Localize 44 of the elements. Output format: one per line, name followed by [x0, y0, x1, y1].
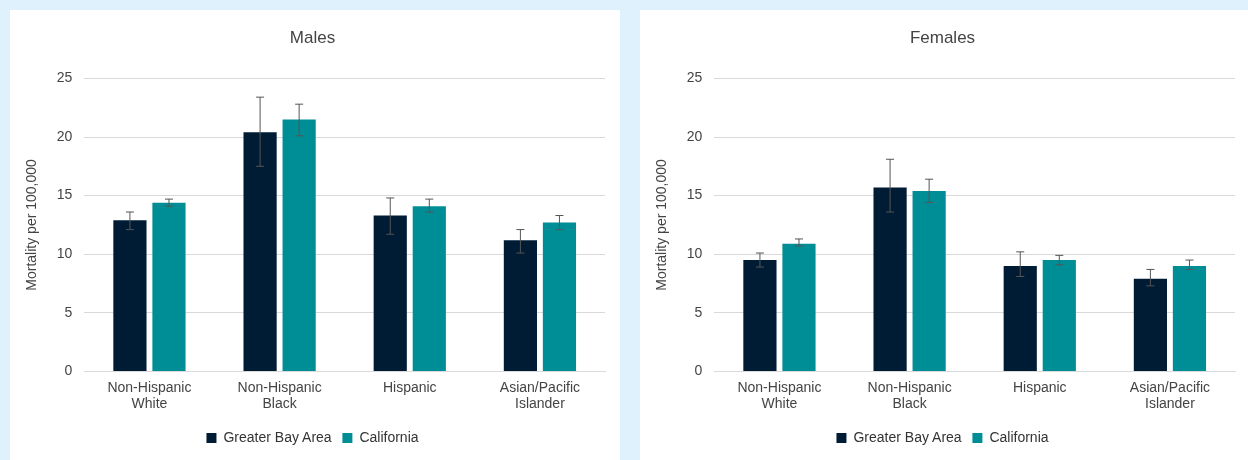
bar: [1042, 260, 1076, 371]
bar: [152, 202, 186, 371]
y-tick-label: 10: [686, 245, 703, 262]
bar: [113, 220, 147, 371]
bar: [912, 190, 946, 371]
x-tick-label: Non-Hispanic Black: [867, 378, 952, 412]
y-tick-label: 0: [64, 362, 73, 379]
bar: [243, 132, 277, 371]
bar: [1003, 265, 1037, 371]
bar: [282, 119, 316, 371]
legend-label: Greater Bay Area: [223, 428, 332, 445]
bar: [412, 206, 446, 371]
y-axis-title: Mortality per 100,000: [653, 158, 670, 291]
x-tick-label: Asian/Pacific Islander: [499, 378, 580, 412]
y-tick-label: 10: [56, 245, 73, 262]
bar: [782, 243, 816, 371]
bar: [503, 240, 537, 371]
bar: [873, 187, 907, 371]
y-tick-label: 25: [686, 69, 703, 86]
bar: [743, 260, 777, 371]
bar: [542, 222, 577, 371]
x-tick-label: Hispanic: [382, 378, 437, 395]
bar: [1133, 278, 1167, 371]
y-tick-label: 25: [56, 69, 73, 86]
y-tick-label: 20: [56, 127, 73, 144]
y-tick-label: 5: [694, 303, 703, 320]
chart-title: Females: [909, 27, 976, 47]
y-tick-label: 15: [686, 186, 703, 203]
x-tick-label: Non-Hispanic White: [737, 378, 822, 412]
y-tick-label: 20: [686, 127, 703, 144]
legend-label: Greater Bay Area: [853, 428, 962, 445]
legend-label: California: [359, 428, 419, 445]
bar: [373, 215, 407, 371]
x-tick-label: Non-Hispanic Black: [237, 378, 322, 412]
legend-label: California: [989, 428, 1049, 445]
y-tick-label: 15: [56, 186, 73, 203]
bar: [1172, 265, 1207, 371]
x-tick-label: Hispanic: [1012, 378, 1067, 395]
chart-title: Males: [289, 27, 336, 47]
y-tick-label: 5: [64, 303, 73, 320]
x-tick-label: Non-Hispanic White: [107, 378, 192, 412]
x-tick-label: Asian/Pacific Islander: [1129, 378, 1210, 412]
y-axis-title: Mortality per 100,000: [23, 158, 40, 291]
y-tick-label: 0: [694, 362, 703, 379]
